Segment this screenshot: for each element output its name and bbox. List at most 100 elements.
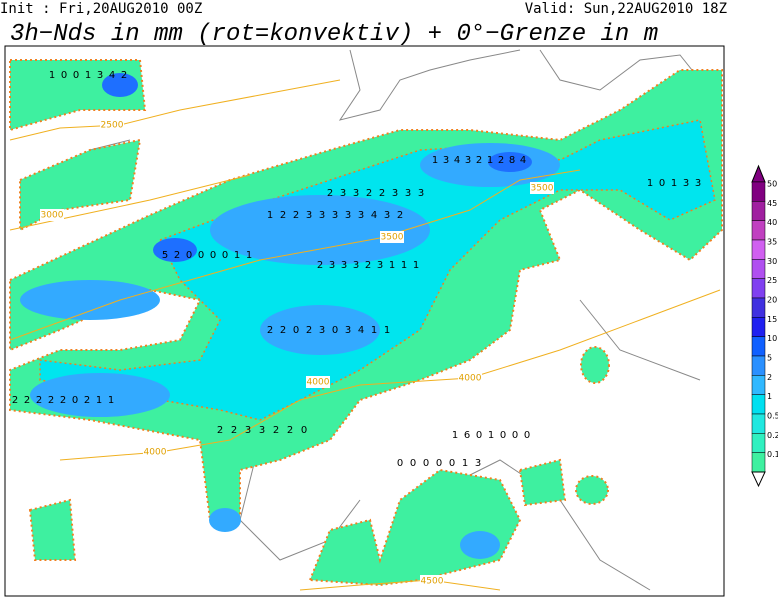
valid-time: Valid: Sun,22AUG2010 18Z bbox=[525, 1, 727, 17]
colorbar-label: 0.5 bbox=[767, 412, 778, 421]
colorbar-label: 45 bbox=[767, 199, 777, 208]
grid-value: 0 bbox=[500, 430, 506, 441]
colorbar-label: 40 bbox=[767, 218, 777, 227]
contour-label: 4000 bbox=[459, 374, 482, 384]
map-title: 3h−Nds in mm (rot=konvektiv) + 0°−Grenze… bbox=[10, 21, 658, 48]
colorbar-segment bbox=[751, 201, 766, 221]
grid-value: 2 bbox=[231, 425, 237, 436]
colorbar: 50 45 40 35 30 25 20 15 10 5 2 1 0.5 0.2 0.1 bbox=[751, 164, 778, 488]
grid-value: 1 bbox=[488, 430, 494, 441]
grid-value: 2 bbox=[267, 325, 273, 336]
precip-area bbox=[308, 468, 522, 587]
grid-value: 2 bbox=[48, 395, 54, 406]
init-time: Init : Fri,20AUG2010 00Z bbox=[0, 1, 202, 17]
grid-value: 1 bbox=[234, 250, 240, 261]
grid-value: 0 bbox=[72, 395, 78, 406]
grid-value: 2 bbox=[317, 260, 323, 271]
colorbar-label: 5 bbox=[767, 354, 772, 363]
grid-value: 1 bbox=[96, 395, 102, 406]
grid-value: 3 bbox=[695, 178, 701, 189]
precip-area bbox=[102, 73, 138, 97]
contour-label: 4000 bbox=[307, 378, 330, 388]
isoline bbox=[9, 79, 341, 141]
precip-area bbox=[153, 238, 197, 262]
contour-label: 3500 bbox=[531, 184, 554, 194]
grid-value: 1 bbox=[85, 70, 91, 81]
grid-value: 0 bbox=[476, 430, 482, 441]
colorbar-segment bbox=[751, 181, 766, 202]
colorbar-segment bbox=[751, 394, 766, 415]
grid-value: 0 bbox=[222, 250, 228, 261]
grid-value: 0 bbox=[397, 458, 403, 469]
precip-area bbox=[210, 195, 430, 265]
grid-value: 0 bbox=[73, 70, 79, 81]
colorbar-segment bbox=[751, 452, 766, 473]
grid-value: 3 bbox=[97, 70, 103, 81]
colorbar-label: 15 bbox=[767, 315, 777, 324]
precip-area bbox=[30, 373, 170, 417]
colorbar-segment bbox=[751, 413, 766, 434]
grid-value: 2 bbox=[60, 395, 66, 406]
colorbar-label: 30 bbox=[767, 257, 777, 266]
grid-value: 3 bbox=[377, 260, 383, 271]
grid-value: 2 bbox=[121, 70, 127, 81]
grid-value: 1 bbox=[462, 458, 468, 469]
contour-label-bg bbox=[530, 182, 554, 194]
grid-value: 3 bbox=[353, 188, 359, 199]
grid-value: 1 bbox=[267, 210, 273, 221]
grid-value: 3 bbox=[345, 210, 351, 221]
precip-area bbox=[20, 280, 160, 320]
grid-value: 1 bbox=[246, 250, 252, 261]
grid-value: 3 bbox=[345, 325, 351, 336]
contour-label-bg bbox=[143, 446, 167, 458]
grid-value: 3 bbox=[353, 260, 359, 271]
grid-value: 3 bbox=[319, 210, 325, 221]
colorbar-bottom bbox=[751, 471, 766, 488]
colorbar-segment bbox=[751, 355, 766, 376]
grid-value: 5 bbox=[162, 250, 168, 261]
grid-value: 0 bbox=[436, 458, 442, 469]
grid-value: 0 bbox=[210, 250, 216, 261]
grid-value: 1 bbox=[384, 325, 390, 336]
grid-value: 2 bbox=[24, 395, 30, 406]
grid-value: 1 bbox=[401, 260, 407, 271]
grid-value: 3 bbox=[418, 188, 424, 199]
grid-value: 2 bbox=[287, 425, 293, 436]
grid-value: 1 bbox=[432, 155, 438, 166]
precip-area bbox=[580, 346, 610, 384]
grid-value: 0 bbox=[524, 430, 530, 441]
grid-value: 2 bbox=[12, 395, 18, 406]
precip-area bbox=[460, 531, 500, 559]
grid-value: 1 bbox=[452, 430, 458, 441]
map-area bbox=[4, 45, 725, 597]
grid-value: 0 bbox=[512, 430, 518, 441]
grid-value: 6 bbox=[464, 430, 470, 441]
grid-value: 3 bbox=[475, 458, 481, 469]
precip-area bbox=[28, 498, 77, 561]
grid-value: 3 bbox=[319, 325, 325, 336]
colorbar-segment bbox=[751, 239, 766, 260]
isoline bbox=[299, 579, 501, 591]
grid-value: 0 bbox=[293, 325, 299, 336]
colorbar-label: 0.1 bbox=[767, 450, 778, 459]
grid-value: 2 bbox=[498, 155, 504, 166]
grid-value: 3 bbox=[259, 425, 265, 436]
contour-label-bg bbox=[306, 376, 330, 388]
contour-label-bg bbox=[420, 575, 444, 587]
contour-label: 2500 bbox=[101, 121, 124, 131]
grid-value: 2 bbox=[306, 325, 312, 336]
precip-area bbox=[575, 475, 609, 505]
colorbar-segment bbox=[751, 375, 766, 395]
colorbar-segment bbox=[751, 259, 766, 279]
colorbar-segment bbox=[751, 278, 766, 299]
grid-value: 0 bbox=[301, 425, 307, 436]
grid-value: 2 bbox=[280, 210, 286, 221]
grid-value: 2 bbox=[217, 425, 223, 436]
grid-value: 2 bbox=[293, 210, 299, 221]
grid-value: 0 bbox=[198, 250, 204, 261]
contour-label: 4500 bbox=[421, 577, 444, 587]
colorbar-label: 1 bbox=[767, 392, 772, 401]
grid-value: 4 bbox=[358, 325, 364, 336]
colorbar-segment bbox=[751, 336, 766, 357]
